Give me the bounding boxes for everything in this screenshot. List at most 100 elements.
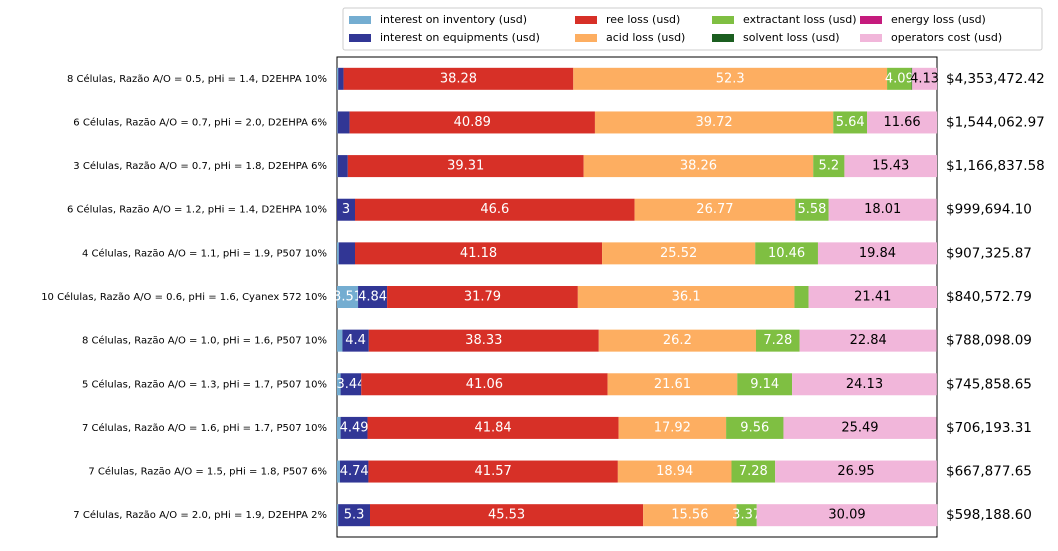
bar-segment [607,373,738,396]
value-label: 24.13 [846,377,883,392]
total-label: $4,353,472.42 [946,71,1045,87]
value-label: 25.49 [841,420,878,435]
bar-segment [755,242,818,265]
bar-segment [783,416,937,439]
value-label: 5.3 [344,508,365,523]
value-label: 46.6 [480,202,509,217]
bar-segment [573,67,888,90]
value-label: 39.72 [695,115,732,130]
value-label: 5.64 [836,115,865,130]
value-label: 26.95 [837,464,874,479]
bar-segment [813,155,845,178]
y-tick-label: 5 Células, Razão A/O = 1.3, pHi = 1.7, P… [82,378,327,390]
bar-segment [833,111,868,134]
bar-segment [618,416,727,439]
legend-label: extractant loss (usd) [743,13,857,26]
bar-segment [337,198,355,221]
y-tick-label: 8 Células, Razão A/O = 0.5, pHi = 1.4, D… [67,73,327,85]
bar-segment [340,460,369,483]
value-label: 25.52 [660,246,697,261]
bar-segment [367,416,619,439]
bar-segment [337,373,341,396]
value-label: 38.33 [465,333,502,348]
legend-swatch [575,34,597,42]
legend-swatch [575,16,597,24]
y-tick-label: 8 Células, Razão A/O = 1.0, pHi = 1.6, P… [82,335,327,347]
y-tick-label: 6 Células, Razão A/O = 1.2, pHi = 1.4, D… [67,204,327,216]
value-label: 10.46 [768,246,805,261]
value-label: 45.53 [488,508,525,523]
value-label: 19.84 [859,246,896,261]
value-label: 40.89 [454,115,491,130]
legend-swatch [860,16,882,24]
bar-segment [355,242,603,265]
total-label: $598,188.60 [946,507,1032,523]
value-label: 38.26 [680,159,717,174]
bar-segment [817,242,937,265]
bar-segment [756,504,938,527]
value-label: 5.58 [797,202,826,217]
value-label: 26.2 [663,333,692,348]
value-label: 38.28 [440,71,477,86]
value-label: 3.51 [333,290,362,305]
value-label: 7.28 [763,333,792,348]
value-label: 39.31 [447,159,484,174]
legend-label: solvent loss (usd) [743,31,840,44]
value-label: 22.84 [850,333,887,348]
bar-segment [340,416,368,439]
total-label: $907,325.87 [946,245,1032,261]
bar-segment [731,460,776,483]
bar-segment [583,155,814,178]
bar-segment [349,111,595,134]
value-label: 9.56 [740,420,769,435]
bar-segment [911,67,913,90]
bar-segment [337,329,343,352]
value-label: 4.09 [885,71,914,86]
y-tick-label: 10 Células, Razão A/O = 0.6, pHi = 1.6, … [41,291,327,303]
bar-segment [794,286,809,308]
total-label: $706,193.31 [946,420,1032,436]
bar-segment [358,286,388,308]
bar-segment [338,504,370,527]
value-label: 3.44 [336,377,365,392]
value-label: 5.2 [818,159,839,174]
value-label: 30.09 [828,508,865,523]
bar-segment [617,460,732,483]
bar-segment [338,242,355,265]
bar-segment [594,111,834,134]
legend-swatch [860,34,882,42]
bar-segment [340,373,362,396]
total-label: $667,877.65 [946,464,1032,480]
bar-segment [912,67,937,90]
total-label: $788,098.09 [946,333,1032,349]
bar-segment [368,329,599,352]
value-label: 41.18 [460,246,497,261]
bar-segment [755,329,800,352]
legend-swatch [712,34,734,42]
value-label: 31.79 [464,290,501,305]
y-tick-label: 6 Células, Razão A/O = 0.7, pHi = 2.0, D… [73,116,327,128]
bar-segment [337,460,340,483]
bar-segment [337,286,359,308]
legend-label: interest on equipments (usd) [380,31,540,44]
bar-segment [726,416,784,439]
y-tick-label: 7 Células, Razão A/O = 2.0, pHi = 1.9, D… [73,509,327,521]
bar-segment [737,373,793,396]
value-label: 4.4 [345,333,366,348]
value-label: 3.37 [732,508,761,523]
value-label: 18.94 [656,464,693,479]
bar-segment [355,198,635,221]
bar-segment [361,373,608,396]
bar-segment [337,155,338,178]
bar-segment [598,329,756,352]
value-label: 52.3 [716,71,745,86]
total-label: $745,858.65 [946,376,1032,392]
bar-segment [867,111,938,134]
legend-label: energy loss (usd) [891,13,986,26]
value-label: 41.84 [474,420,511,435]
value-label: 41.06 [466,377,503,392]
bar-segment [808,286,937,308]
value-label: 9.14 [750,377,779,392]
bar-segment [343,67,574,90]
